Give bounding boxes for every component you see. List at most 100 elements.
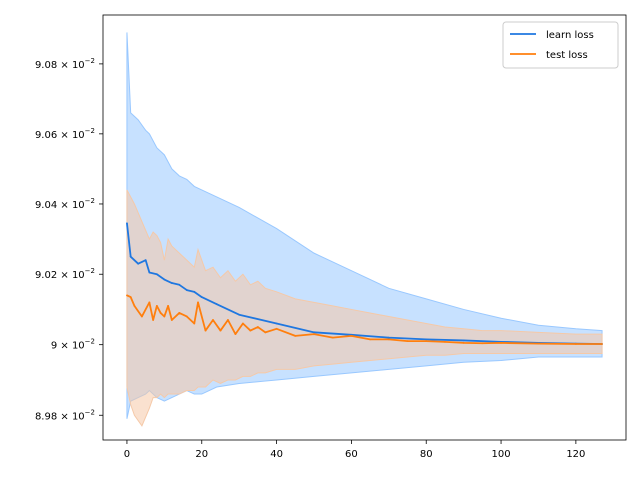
y-axis: 8.98 × 10−29 × 10−29.02 × 10−29.04 × 10−… xyxy=(35,57,103,422)
data-point-series-0 xyxy=(185,289,188,291)
y-tick-mantissa: 9.06 xyxy=(35,130,57,141)
y-tick-exponent: −2 xyxy=(85,197,95,205)
data-point-series-1 xyxy=(249,329,252,332)
data-point-series-0 xyxy=(462,339,465,342)
y-tick-mantissa: 9.08 xyxy=(35,60,57,71)
plot-frame xyxy=(102,14,627,441)
line-series-0 xyxy=(126,223,603,345)
data-point-series-1 xyxy=(219,329,222,332)
y-tick-mantissa: 8.98 xyxy=(35,411,57,422)
data-point-series-1 xyxy=(193,322,196,325)
data-point-series-0 xyxy=(238,313,241,316)
x-tick-label: 40 xyxy=(270,449,283,460)
y-tick-exponent: −2 xyxy=(85,57,95,65)
data-point-series-1 xyxy=(369,338,372,341)
y-tick-mantissa: 9 xyxy=(51,341,57,352)
data-point-series-1 xyxy=(425,340,428,343)
x-axis: 0 20 40 60 80 100 120 xyxy=(124,440,585,460)
data-point-series-0 xyxy=(215,303,218,306)
y-tick-label: 9.04 × 10−2 xyxy=(35,197,95,211)
data-point-series-1 xyxy=(212,319,214,321)
data-point-series-0 xyxy=(163,278,166,281)
y-tick-exponent: −2 xyxy=(85,408,95,416)
data-point-series-1 xyxy=(197,301,199,304)
y-tick-times-sign: × 10 xyxy=(57,200,84,211)
data-point-series-1 xyxy=(462,342,465,344)
legend-label-series-0: learn loss xyxy=(546,30,594,41)
data-point-series-1 xyxy=(155,305,158,307)
data-point-series-1 xyxy=(294,334,297,337)
y-tick-times-sign: × 10 xyxy=(57,411,84,422)
legend-box xyxy=(502,21,619,69)
data-point-series-0 xyxy=(129,255,132,258)
data-point-series-1 xyxy=(234,333,237,335)
y-tick-times-sign: × 10 xyxy=(57,270,84,281)
data-point-series-1 xyxy=(129,296,132,299)
y-tick-label: 9.06 × 10−2 xyxy=(35,127,95,141)
data-point-series-1 xyxy=(350,334,353,337)
y-tick-times-sign: × 10 xyxy=(57,341,84,352)
data-point-series-1 xyxy=(574,343,577,345)
data-point-series-0 xyxy=(387,336,390,339)
x-tick-label: 80 xyxy=(420,449,433,460)
x-tick-label: 20 xyxy=(195,449,208,460)
y-tick-times-sign: × 10 xyxy=(57,130,84,141)
data-point-series-1 xyxy=(256,326,259,328)
y-tick-label: 9 × 10−2 xyxy=(51,338,95,352)
series-lines xyxy=(126,222,603,345)
data-point-series-1 xyxy=(406,340,409,343)
data-point-series-1 xyxy=(264,331,267,334)
data-point-series-1 xyxy=(601,343,603,345)
x-tick-label: 100 xyxy=(492,449,511,460)
data-point-series-1 xyxy=(167,305,169,307)
band-series-1 xyxy=(126,189,603,427)
data-point-series-1 xyxy=(313,333,315,335)
data-point-series-1 xyxy=(242,322,244,325)
line-series-1 xyxy=(126,294,603,345)
legend: learn loss test loss xyxy=(502,21,619,69)
x-tick-label: 0 xyxy=(124,449,130,460)
y-tick-exponent: −2 xyxy=(85,338,95,346)
x-tick-label: 60 xyxy=(345,449,358,460)
y-tick-mantissa: 9.04 xyxy=(35,200,57,211)
confidence-bands xyxy=(126,32,603,427)
data-point-series-0 xyxy=(178,283,181,286)
y-tick-times-sign: × 10 xyxy=(57,60,84,71)
data-point-series-1 xyxy=(444,340,446,343)
data-point-series-1 xyxy=(185,315,188,318)
data-point-series-0 xyxy=(193,290,196,293)
data-point-series-1 xyxy=(178,312,181,314)
y-tick-exponent: −2 xyxy=(85,127,95,135)
data-point-series-1 xyxy=(500,342,502,344)
data-point-series-0 xyxy=(137,262,140,265)
data-point-series-1 xyxy=(159,312,162,314)
data-point-series-0 xyxy=(155,273,158,276)
data-point-series-1 xyxy=(481,342,484,345)
data-point-series-0 xyxy=(170,282,173,284)
data-point-series-1 xyxy=(170,319,173,321)
data-point-series-1 xyxy=(133,305,136,307)
data-point-series-0 xyxy=(148,271,151,274)
y-tick-mantissa: 9.02 xyxy=(35,270,57,281)
y-tick-exponent: −2 xyxy=(85,267,95,275)
data-point-series-0 xyxy=(425,338,428,341)
data-point-series-1 xyxy=(126,294,128,297)
data-point-series-0 xyxy=(313,331,315,334)
data-point-series-1 xyxy=(387,338,390,341)
data-point-series-1 xyxy=(537,342,540,345)
y-tick-label: 9.08 × 10−2 xyxy=(35,57,95,71)
data-point-series-1 xyxy=(152,319,155,321)
legend-label-series-1: test loss xyxy=(546,50,588,61)
data-point-series-1 xyxy=(227,319,229,321)
data-point-series-1 xyxy=(331,336,334,339)
data-point-series-0 xyxy=(275,322,278,325)
data-point-series-1 xyxy=(141,315,143,318)
data-point-series-0 xyxy=(144,259,147,262)
data-point-series-0 xyxy=(126,222,128,225)
data-point-series-1 xyxy=(275,327,278,330)
data-point-series-0 xyxy=(200,296,203,299)
x-tick-label: 120 xyxy=(566,449,585,460)
y-tick-label: 8.98 × 10−2 xyxy=(35,408,95,422)
